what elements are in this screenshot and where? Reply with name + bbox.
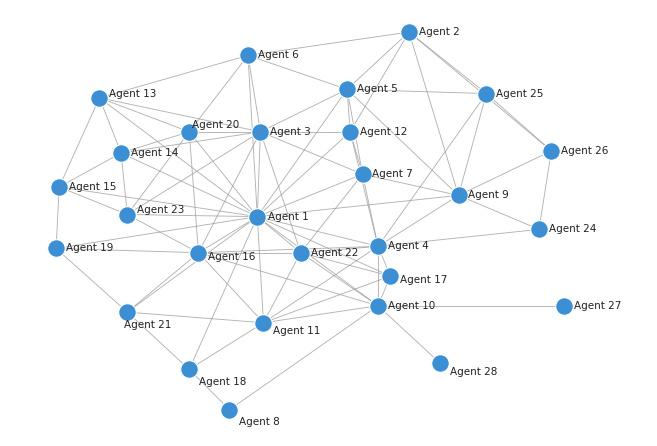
Point [193,249,204,256]
Point [373,302,383,310]
Text: Agent 2: Agent 2 [419,27,460,37]
Point [296,249,306,256]
Point [453,192,464,199]
Text: Agent 10: Agent 10 [388,301,435,311]
Point [546,147,556,154]
Text: Agent 28: Agent 28 [450,367,497,376]
Text: Agent 23: Agent 23 [137,205,185,215]
Text: Agent 16: Agent 16 [208,252,256,262]
Text: Agent 17: Agent 17 [400,275,447,285]
Text: Agent 19: Agent 19 [66,244,114,253]
Point [403,29,414,36]
Text: Agent 12: Agent 12 [360,127,407,137]
Point [435,359,445,367]
Text: Agent 26: Agent 26 [561,146,608,156]
Point [385,273,396,280]
Text: Agent 3: Agent 3 [270,127,311,137]
Text: Agent 6: Agent 6 [258,50,299,60]
Point [258,319,269,326]
Point [558,302,569,310]
Text: Agent 25: Agent 25 [496,89,543,99]
Point [51,245,61,252]
Text: Agent 9: Agent 9 [468,190,509,200]
Text: Agent 18: Agent 18 [199,377,246,387]
Point [184,366,194,373]
Point [255,128,265,135]
Point [116,149,126,157]
Text: Agent 14: Agent 14 [131,148,179,158]
Text: Agent 22: Agent 22 [311,248,358,258]
Point [184,128,194,135]
Text: Agent 4: Agent 4 [388,241,428,252]
Text: Agent 24: Agent 24 [549,224,597,234]
Point [94,94,104,101]
Text: Agent 13: Agent 13 [109,89,157,99]
Point [224,406,235,413]
Text: Agent 27: Agent 27 [574,301,621,311]
Text: Agent 21: Agent 21 [124,320,171,330]
Text: Agent 15: Agent 15 [69,182,116,192]
Text: Agent 1: Agent 1 [269,212,309,222]
Point [373,243,383,250]
Point [345,128,355,135]
Text: Agent 20: Agent 20 [192,120,239,130]
Point [481,90,491,97]
Text: Agent 11: Agent 11 [273,326,321,336]
Point [122,211,133,218]
Text: Agent 8: Agent 8 [239,417,280,427]
Text: Agent 5: Agent 5 [357,84,397,95]
Point [54,183,64,190]
Text: Agent 7: Agent 7 [373,169,413,179]
Point [357,171,368,178]
Point [252,213,263,220]
Point [122,309,133,316]
Point [342,86,352,93]
Point [533,226,544,233]
Point [242,52,253,59]
